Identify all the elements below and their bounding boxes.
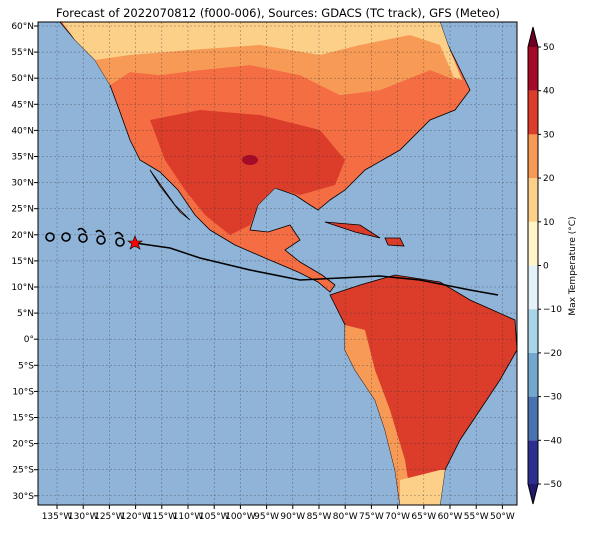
lon-label: 70°W	[385, 512, 410, 522]
lon-label: 90°W	[280, 512, 305, 522]
lat-label: 10°N	[11, 283, 34, 293]
lon-label: 105°W	[199, 512, 230, 522]
colorbar-tick-label: −50	[543, 480, 562, 490]
lon-label: 80°W	[333, 512, 358, 522]
lon-label: 115°W	[147, 512, 178, 522]
southern-band	[400, 470, 445, 505]
lat-label: 5°N	[17, 309, 34, 319]
baja	[149, 169, 191, 221]
colorbar-bin	[528, 221, 538, 266]
map	[37, 21, 518, 506]
colorbar-bin	[528, 396, 538, 441]
lat-label: 30°N	[11, 179, 34, 189]
colorbar-tick-label: 30	[543, 130, 555, 140]
lon-label: 75°W	[359, 512, 384, 522]
warm-central	[150, 110, 345, 235]
lon-label: 135°W	[42, 512, 73, 522]
lon-label: 95°W	[254, 512, 279, 522]
colorbar-tick-label: −20	[543, 349, 562, 359]
colorbar-bin	[528, 178, 538, 222]
andes-band	[345, 325, 412, 505]
lon-label: 100°W	[225, 512, 256, 522]
lat-label: 60°N	[11, 22, 34, 32]
storm-track	[134, 242, 499, 296]
lon-label: 60°W	[438, 512, 463, 522]
lat-label: 45°N	[11, 100, 34, 110]
colorbar: −50 −40 −30 −20 −10 0 10 20 30 40 50	[527, 26, 562, 505]
cuba	[324, 221, 381, 239]
lat-label: 20°N	[11, 231, 34, 241]
lat-label: 55°N	[11, 48, 34, 58]
lat-label: 30°S	[12, 492, 34, 502]
lon-label: 85°W	[307, 512, 332, 522]
lon-label: 65°W	[411, 512, 436, 522]
colorbar-tick-label: 20	[543, 174, 555, 184]
lon-label: 125°W	[94, 512, 125, 522]
colorbar-bin	[528, 352, 538, 397]
colorbar-bin	[528, 265, 538, 310]
hispaniola	[384, 237, 405, 247]
lon-label: 55°W	[464, 512, 489, 522]
lon-label: 130°W	[68, 512, 99, 522]
lon-label: 110°W	[173, 512, 204, 522]
lon-label: 120°W	[120, 512, 151, 522]
colorbar-tick-label: 40	[543, 87, 555, 97]
map-title: Forecast of 2022070812 (f000-006), Sourc…	[56, 6, 500, 20]
colorbar-over	[528, 27, 538, 47]
lat-label: 50°N	[11, 74, 34, 84]
lat-label: 5°S	[18, 361, 34, 371]
colorbar-tick-label: −10	[543, 305, 562, 315]
colorbar-bin	[528, 309, 538, 353]
colorbar-bin	[528, 90, 538, 135]
colorbar-tick-label: −40	[543, 436, 562, 446]
north-band-2	[95, 35, 455, 95]
lat-label: 25°N	[11, 205, 34, 215]
lat-label: 0°	[24, 335, 34, 345]
colorbar-under	[528, 484, 538, 504]
storm-position	[127, 235, 143, 250]
colorbar-label: Max Temperature (°C)	[568, 216, 578, 315]
colorbar-bin	[528, 134, 538, 179]
lat-label: 15°S	[12, 414, 34, 424]
graticule	[38, 22, 517, 505]
colorbar-bin	[528, 440, 538, 484]
lat-label: 10°S	[12, 387, 34, 397]
colorbar-tick-label: −30	[543, 393, 562, 403]
colorbar-tick-label: 50	[543, 43, 555, 53]
lat-label: 25°S	[12, 466, 34, 476]
colorbar-bin	[528, 47, 538, 91]
lat-label: 40°N	[11, 126, 34, 136]
hot-spot	[242, 155, 258, 165]
lat-label: 20°S	[12, 440, 34, 450]
lat-label: 35°N	[11, 153, 34, 163]
map-frame	[37, 21, 518, 506]
colorbar-tick-label: 10	[543, 218, 555, 228]
colorbar-tick-label: 0	[543, 262, 549, 272]
storm-symbols	[45, 227, 125, 247]
lon-label: 50°W	[490, 512, 515, 522]
lat-label: 15°N	[11, 257, 34, 267]
